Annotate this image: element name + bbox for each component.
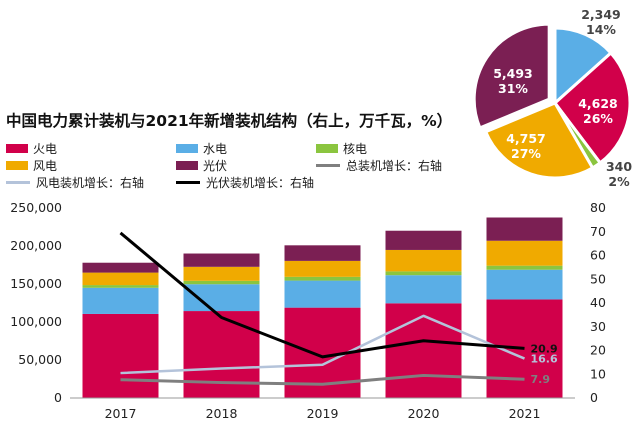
legend-label: 水电 (203, 141, 228, 156)
growth-line (120, 314, 525, 375)
pie-value-label: 2,349 (581, 7, 621, 22)
line-end-label: 7.9 (531, 373, 551, 386)
y-tick-label: 50,000 (18, 352, 62, 367)
legend-label: 总装机增长：右轴 (346, 158, 443, 173)
x-tick-label: 2021 (509, 406, 541, 421)
legend-item-nuclear: 核电 (316, 140, 367, 156)
pie-slice (552, 50, 632, 165)
pie-percent-label: 31% (498, 81, 528, 96)
y2-tick-label: 40 (590, 295, 606, 310)
bar-segment (82, 313, 159, 398)
y2-tick-label: 10 (590, 366, 606, 381)
bar-segment (183, 284, 260, 312)
y2-tick-label: 50 (590, 271, 606, 286)
bar-segment (385, 230, 462, 250)
legend-label: 风电装机增长：右轴 (36, 175, 145, 190)
pie-slice (483, 101, 595, 180)
bar-segment (82, 285, 159, 288)
x-tick-label: 2017 (105, 406, 137, 421)
line-end-label: 20.9 (531, 342, 558, 355)
y-tick-label: 100,000 (10, 314, 62, 329)
bar-segment (82, 272, 159, 286)
x-tick-label: 2019 (307, 406, 339, 421)
bar-segment (284, 245, 361, 261)
legend-label: 光伏装机增长：右轴 (206, 175, 315, 190)
growth-line (120, 373, 525, 386)
y2-tick-label: 80 (590, 200, 606, 215)
bar-segment (486, 269, 563, 300)
pie-percent-label: 27% (511, 146, 541, 161)
x-tick-label: 2020 (408, 406, 440, 421)
line-end-label: 16.6 (531, 353, 558, 366)
legend-item-wind: 风电 (6, 157, 57, 173)
bar-segment (385, 271, 462, 276)
legend-line (316, 163, 340, 167)
growth-line (119, 231, 525, 359)
legend-item-solar-growth: 光伏装机增长：右轴 (176, 174, 314, 190)
legend-swatch (6, 143, 28, 153)
pie-percent-label: 14% (586, 22, 616, 37)
legend-item-wind-growth: 风电装机增长：右轴 (6, 174, 144, 190)
pie-slice (472, 22, 551, 130)
chart-title: 中国电力累计装机与2021年新增装机结构（右上，万千瓦，%） (6, 112, 453, 130)
bar-segment (486, 217, 563, 241)
y2-tick-label: 0 (590, 390, 598, 405)
bar-segment (183, 253, 260, 267)
bar-segment (82, 287, 159, 314)
legend-label: 风电 (33, 158, 58, 173)
bar-segment (284, 280, 361, 308)
legend-item-thermal: 火电 (6, 140, 57, 156)
bar-segment (385, 303, 462, 398)
bar-segment (183, 311, 260, 398)
bar-segment (284, 276, 361, 281)
x-tick-label: 2018 (206, 406, 238, 421)
y2-tick-label: 70 (590, 224, 606, 239)
bar-segment (284, 260, 361, 277)
bar-segment (183, 266, 260, 281)
legend-label: 核电 (343, 141, 368, 156)
bar-segment (486, 240, 563, 266)
legend-item-solar: 光伏 (176, 157, 227, 173)
y-tick-label: 0 (54, 390, 62, 405)
y2-tick-label: 20 (590, 343, 606, 358)
bar-segment (82, 262, 159, 273)
legend-line (6, 180, 30, 184)
legend-line (176, 180, 200, 184)
bar-segment (486, 265, 563, 270)
y-tick-label: 250,000 (10, 200, 62, 215)
y2-tick-label: 30 (590, 319, 606, 334)
legend-swatch (316, 143, 338, 153)
bar-segment (385, 249, 462, 272)
bar-segment (385, 275, 462, 304)
pie-value-label: 340 (606, 159, 632, 174)
legend-label: 火电 (33, 141, 58, 156)
legend-swatch (176, 160, 198, 170)
bar-segment (183, 280, 260, 285)
legend-item-hydro: 水电 (176, 140, 227, 156)
y2-tick-label: 60 (590, 248, 606, 263)
pie-percent-label: 26% (583, 111, 613, 126)
legend-swatch (176, 143, 198, 153)
y-tick-label: 150,000 (10, 276, 62, 291)
legend: 火电 水电 核电 风电 光伏 总装机增长：右轴 风电装机增长：右轴 光伏装机增长… (6, 140, 476, 192)
pie-percent-label: 2% (608, 174, 630, 189)
pie-value-label: 4,757 (506, 131, 546, 146)
legend-label: 光伏 (203, 158, 228, 173)
legend-item-total-growth: 总装机增长：右轴 (316, 157, 442, 173)
y-tick-label: 200,000 (10, 238, 62, 253)
pie-value-label: 4,628 (578, 96, 618, 111)
legend-swatch (6, 160, 28, 170)
pie-value-label: 5,493 (493, 66, 533, 81)
